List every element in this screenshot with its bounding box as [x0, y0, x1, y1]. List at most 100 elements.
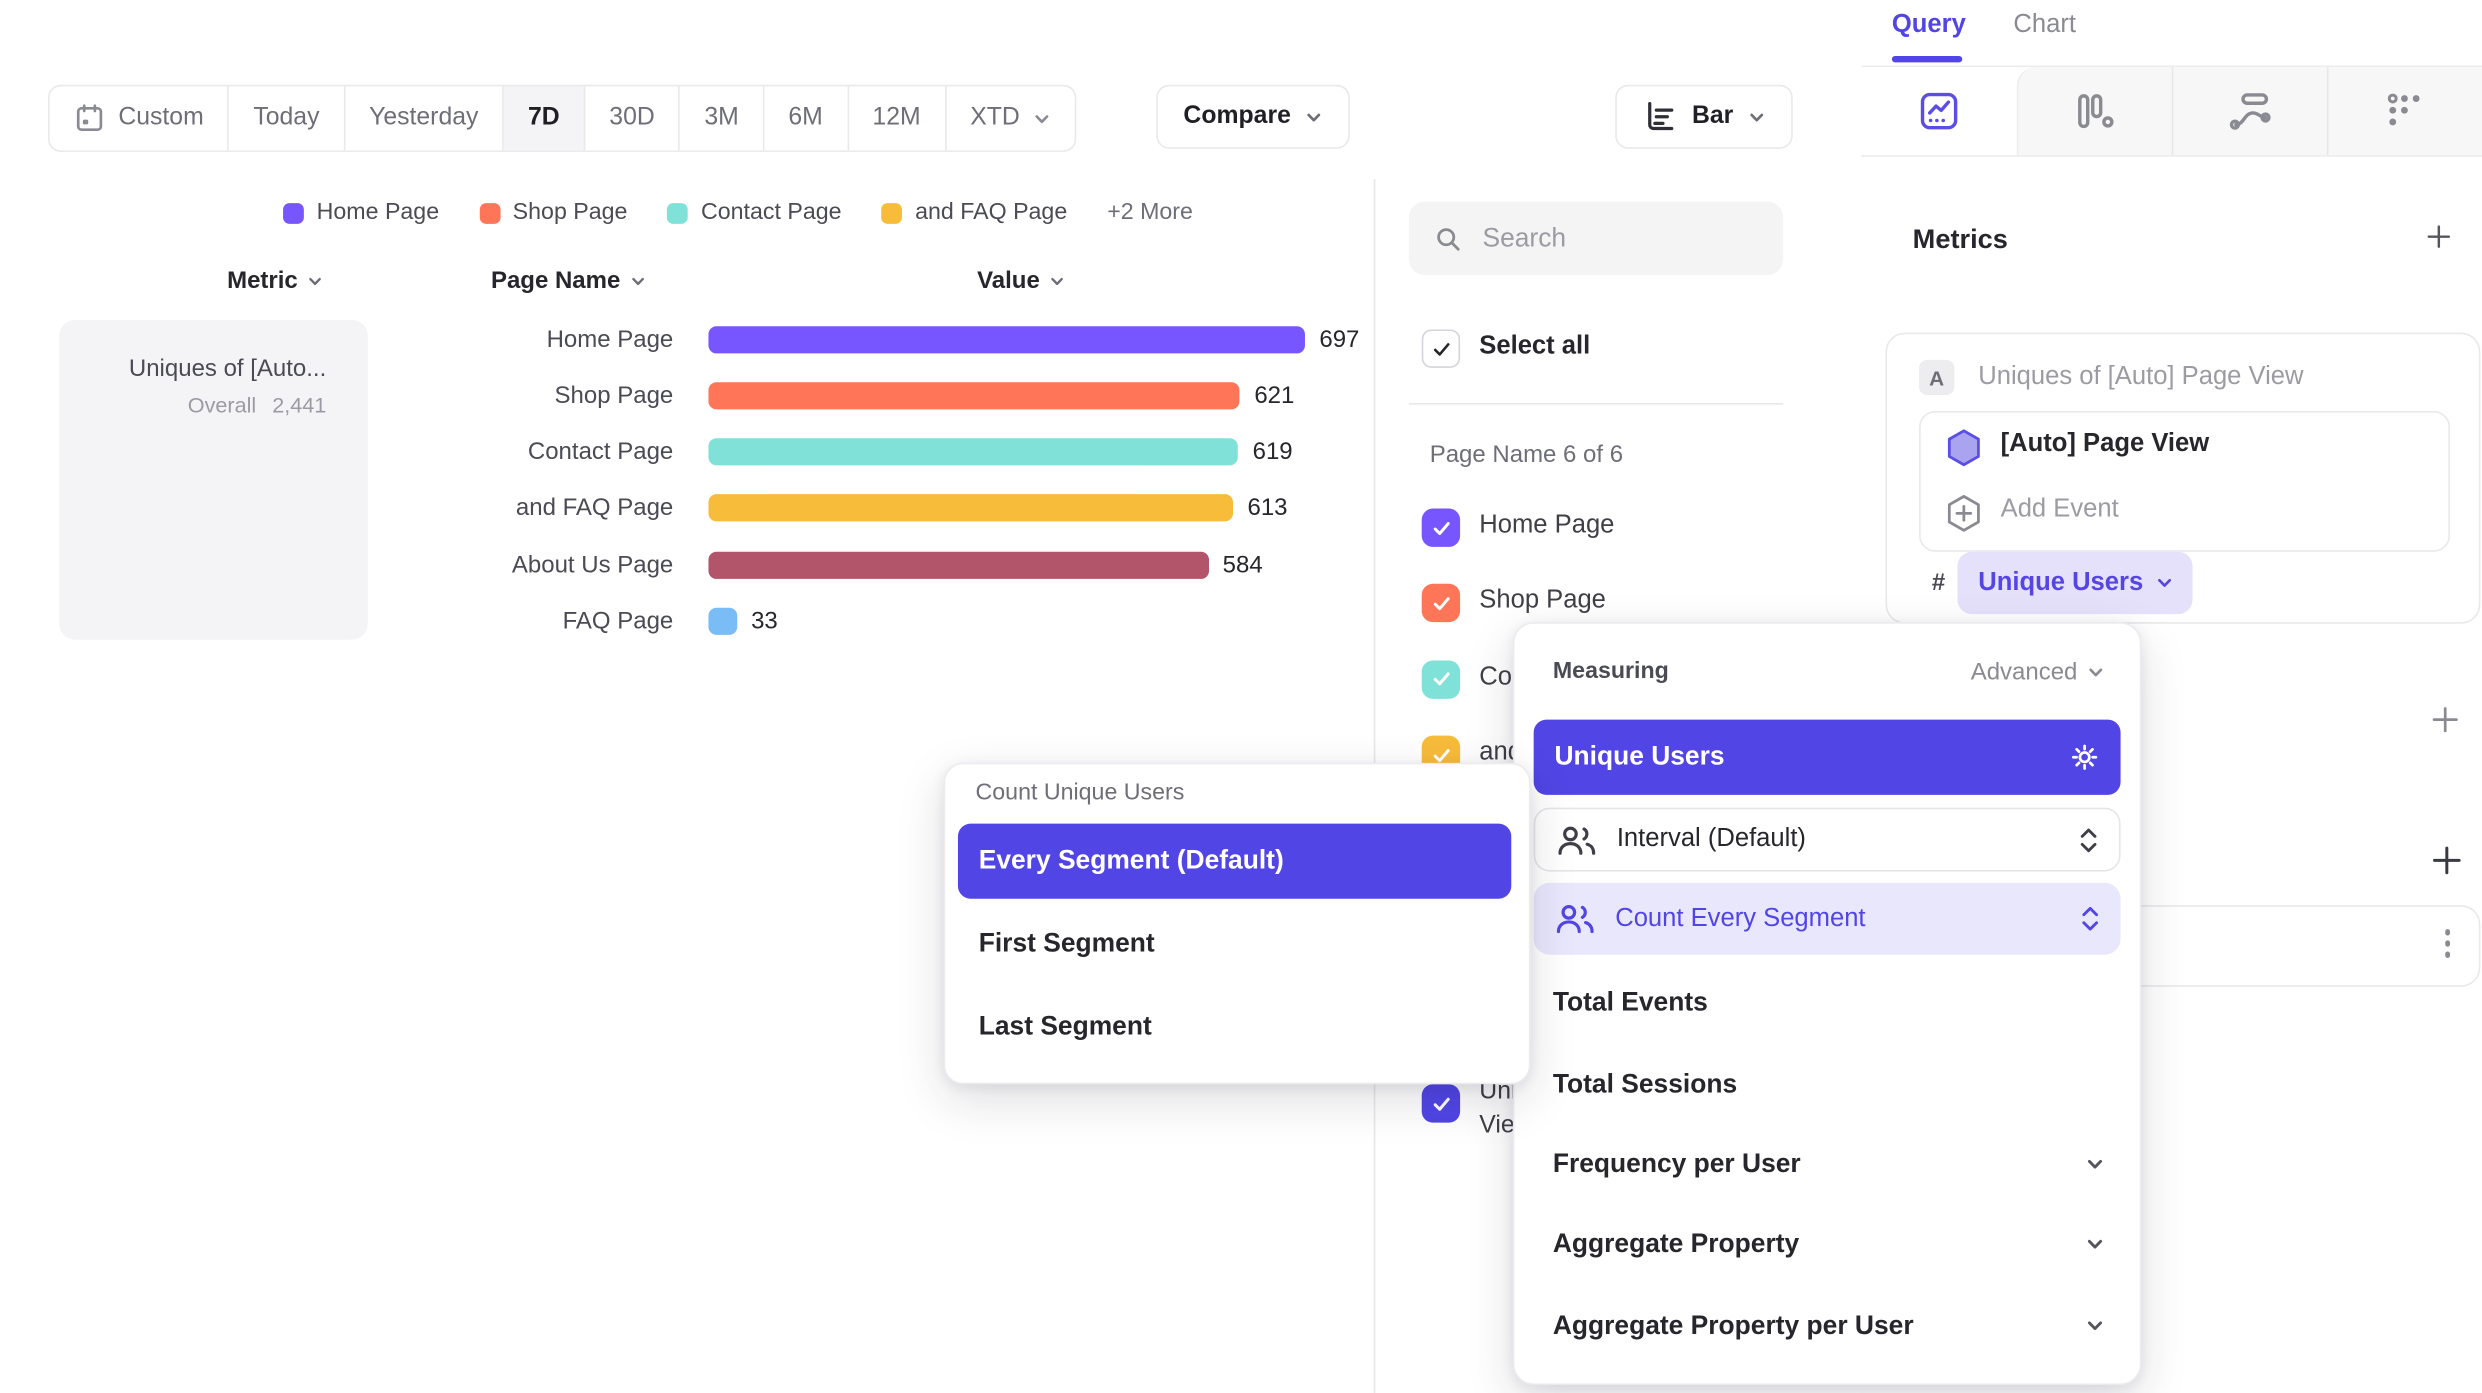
measurement-pill-label: Unique Users: [1978, 568, 2144, 596]
legend-item[interactable]: Home Page: [283, 200, 439, 225]
table-row[interactable]: FAQ Page 33: [288, 602, 778, 640]
bar-4[interactable]: [708, 551, 1209, 579]
date-range-30d[interactable]: 30D: [585, 86, 681, 151]
date-range-label: 3M: [704, 103, 739, 132]
date-range-yesterday[interactable]: Yesterday: [345, 86, 505, 151]
legend-item[interactable]: and FAQ Page: [881, 199, 1068, 226]
date-range-custom[interactable]: Custom: [50, 86, 230, 151]
measuring-option-aggregate-property[interactable]: Aggregate Property: [1514, 1212, 2139, 1276]
report-tab-insights[interactable]: [1861, 67, 2017, 156]
measuring-menu-header: Measuring: [1552, 658, 1669, 685]
date-range-7d[interactable]: 7D: [504, 86, 586, 151]
table-row[interactable]: and FAQ Page 613: [288, 489, 1288, 527]
option-label: Aggregate Property per User: [1552, 1310, 1914, 1340]
date-range-12m[interactable]: 12M: [848, 86, 947, 151]
metric-card[interactable]: A Uniques of [Auto] Page View [Auto] Pag…: [1885, 332, 2481, 624]
table-row[interactable]: About Us Page 584: [288, 546, 1263, 584]
divider: [1861, 155, 2482, 157]
chart-type-button[interactable]: Bar: [1615, 84, 1793, 149]
option-label: Frequency per User: [1552, 1149, 1801, 1178]
column-header-page-name[interactable]: Page Name: [491, 267, 646, 294]
column-header-value[interactable]: Value: [977, 267, 1065, 294]
date-range-control: Custom Today Yesterday 7D 30D 3M 6M 12M XTD: [47, 84, 1076, 152]
bar-1[interactable]: [708, 381, 1240, 410]
param-label: Interval (Default): [1616, 825, 1806, 853]
table-row[interactable]: Contact Page 619: [288, 433, 1293, 471]
search-box[interactable]: [1408, 201, 1784, 276]
segment-option-last-segment[interactable]: Last Segment: [978, 1011, 1152, 1041]
legend-swatch: [881, 202, 903, 224]
advanced-toggle[interactable]: Advanced: [1971, 659, 2105, 686]
bar-2[interactable]: [708, 438, 1239, 466]
measuring-selected-unique-users[interactable]: Unique Users: [1533, 719, 2121, 795]
metric-series-checkbox[interactable]: [1421, 1084, 1461, 1123]
select-all-checkbox[interactable]: [1421, 329, 1461, 368]
report-tab-funnel[interactable]: [2017, 67, 2172, 155]
measuring-option-frequency-per-user[interactable]: Frequency per User: [1514, 1132, 2139, 1196]
add-event-hexagon-icon: [1943, 493, 1985, 535]
tab-chart[interactable]: Chart: [2013, 11, 2077, 39]
chevron-down-icon: [1305, 108, 1323, 126]
chart-type-label: Bar: [1691, 102, 1734, 130]
add-filter-button[interactable]: [2429, 704, 2461, 744]
segment-option-first-segment[interactable]: First Segment: [978, 928, 1155, 958]
chevron-down-icon: [1049, 273, 1065, 289]
overall-value: 2,441: [272, 393, 327, 418]
measuring-param-count-every-segment[interactable]: Count Every Segment: [1533, 882, 2121, 955]
measuring-option-total-events[interactable]: Total Events: [1514, 971, 2139, 1035]
date-range-6m[interactable]: 6M: [764, 86, 849, 151]
segment-option-every-segment-default-[interactable]: Every Segment (Default): [957, 823, 1512, 899]
date-range-label: XTD: [970, 103, 1020, 132]
date-range-label: 6M: [788, 103, 823, 132]
date-range-today[interactable]: Today: [229, 86, 346, 151]
gear-icon[interactable]: [2069, 742, 2099, 772]
report-tab-retention[interactable]: [2327, 67, 2482, 155]
date-range-label: Custom: [118, 103, 204, 132]
event-hexagon-icon: [1943, 427, 1985, 469]
date-range-xtd[interactable]: XTD: [946, 86, 1074, 150]
add-metric-button[interactable]: [2424, 222, 2453, 259]
legend-item[interactable]: Contact Page: [667, 200, 842, 225]
bar-5[interactable]: [708, 607, 737, 635]
divider: [2171, 67, 2174, 156]
metric-name: Uniques of [Auto] Page View: [1978, 363, 2304, 391]
row-value: 619: [1252, 438, 1293, 466]
search-input[interactable]: [1479, 221, 1758, 256]
row-page-name: Shop Page: [554, 381, 674, 410]
measuring-option-aggregate-property-per-user[interactable]: Aggregate Property per User: [1514, 1294, 2139, 1358]
table-row[interactable]: Shop Page 621: [288, 376, 1294, 414]
metric-letter-badge: A: [1919, 359, 1955, 396]
date-range-label: Today: [253, 103, 320, 132]
chevron-down-icon: [2085, 1235, 2104, 1254]
compare-button[interactable]: Compare: [1156, 84, 1351, 149]
legend-more[interactable]: +2 More: [1107, 199, 1193, 226]
filter-checkbox-home-page[interactable]: [1421, 508, 1461, 547]
filter-checkbox-contact-page[interactable]: [1421, 660, 1461, 699]
active-tab-underline: [1891, 55, 1963, 62]
bar-3[interactable]: [708, 494, 1234, 522]
column-header-metric[interactable]: Metric: [227, 267, 323, 294]
sort-chevrons-icon: [2081, 904, 2100, 934]
add-breakdown-button[interactable]: [2429, 843, 2464, 886]
measuring-option-total-sessions[interactable]: Total Sessions: [1514, 1052, 2139, 1116]
date-range-3m[interactable]: 3M: [680, 86, 765, 151]
add-event-button[interactable]: Add Event: [2000, 495, 2119, 523]
metric-summary-card[interactable]: Uniques of [Auto... Overall 2,441: [59, 319, 368, 640]
filter-checkbox-shop-page[interactable]: [1421, 584, 1461, 623]
measuring-param-interval-default-[interactable]: Interval (Default): [1533, 807, 2121, 872]
table-row[interactable]: Home Page 697: [288, 320, 1359, 358]
more-options-icon[interactable]: [2444, 929, 2451, 958]
people-icon: [1556, 823, 1598, 857]
chevron-down-icon: [2085, 1316, 2104, 1335]
row-page-name: Contact Page: [527, 438, 674, 466]
legend-item[interactable]: Shop Page: [479, 200, 627, 225]
legend-label: and FAQ Page: [915, 199, 1068, 226]
column-header-label: Value: [977, 267, 1040, 295]
bar-0[interactable]: [708, 325, 1305, 353]
event-name[interactable]: [Auto] Page View: [2000, 430, 2210, 458]
flows-icon: [2228, 90, 2271, 133]
report-tab-flows[interactable]: [2172, 67, 2327, 155]
divider: [1861, 65, 2482, 68]
tab-query[interactable]: Query: [1891, 11, 1966, 39]
measurement-pill[interactable]: Unique Users: [1957, 551, 2193, 615]
